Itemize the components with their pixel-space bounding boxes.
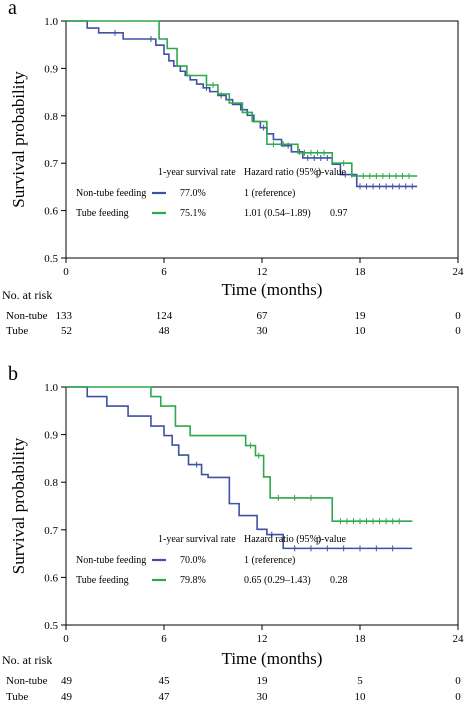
- risk-value: 52: [61, 325, 72, 337]
- legend-rate: 77.0%: [180, 188, 206, 199]
- x-tick-label: 0: [63, 266, 69, 278]
- y-tick-label: 0.5: [44, 620, 58, 632]
- x-tick-label: 6: [161, 266, 167, 278]
- y-tick-label: 0.9: [44, 430, 58, 442]
- panel-a: a 0.5 0.6 0.7 0.8 0.9 1.0 0 6 12 18 24 Survival prob…: [2, 0, 464, 337]
- x-tick-label: 6: [161, 633, 167, 645]
- x-tick-label: 12: [257, 633, 268, 645]
- risk-table-title: No. at risk: [2, 288, 52, 302]
- legend-hr: 1 (reference): [244, 188, 295, 199]
- risk-value: 19: [355, 310, 367, 322]
- risk-value: 124: [156, 310, 173, 322]
- legend: 1-year survival rate Hazard ratio (95%)p-…: [76, 534, 348, 586]
- x-tick-label: 12: [257, 266, 268, 278]
- legend: 1-year survival rate Hazard ratio (95%)p-…: [76, 167, 348, 219]
- x-tick-label: 0: [63, 633, 69, 645]
- risk-row-label: Tube: [6, 325, 28, 337]
- risk-row-label: Tube: [6, 691, 28, 702]
- legend-label: Tube feeding: [76, 575, 129, 586]
- x-axis-label: Time (months): [222, 649, 323, 668]
- y-axis-label: Survival probability: [9, 71, 28, 208]
- risk-row-label: Non-tube: [6, 310, 48, 322]
- risk-value: 5: [357, 675, 363, 687]
- y-tick-label: 1.0: [44, 16, 58, 28]
- legend-header: Hazard ratio (95%): [244, 534, 321, 545]
- risk-value: 45: [159, 675, 171, 687]
- legend-header: p-value: [316, 167, 347, 178]
- y-tick-label: 1.0: [44, 382, 58, 394]
- risk-value: 19: [257, 675, 269, 687]
- y-tick-label: 0.6: [44, 206, 58, 218]
- y-tick-label: 0.8: [44, 111, 58, 123]
- risk-table: No. at risk Non-tube 133 124 67 19 0 Tube 52 48 30…: [2, 288, 461, 337]
- risk-table-title: No. at risk: [2, 653, 52, 667]
- risk-value: 30: [257, 325, 269, 337]
- risk-value: 47: [159, 691, 171, 702]
- x-tick-label: 24: [453, 266, 465, 278]
- risk-table: No. at risk Non-tube 49 45 19 5 0 Tube 49 47 30 10 0: [2, 653, 461, 702]
- legend-p: 0.28: [330, 575, 348, 586]
- legend-hr: 1.01 (0.54–1.89): [244, 208, 311, 219]
- y-tick-label: 0.8: [44, 477, 58, 489]
- legend-rate: 75.1%: [180, 208, 206, 219]
- y-tick-label: 0.7: [44, 525, 58, 537]
- x-tick-label: 18: [355, 633, 367, 645]
- y-tick-label: 0.7: [44, 158, 58, 170]
- legend-label: Non-tube feeding: [76, 555, 146, 566]
- series-line-non-tube: [66, 20, 418, 188]
- legend-header: Hazard ratio (95%): [244, 167, 321, 178]
- panel-letter: b: [8, 363, 18, 385]
- panel-letter: a: [8, 0, 17, 19]
- risk-value: 10: [355, 691, 367, 702]
- series-line-non-tube: [66, 386, 413, 550]
- risk-value: 133: [56, 310, 73, 322]
- y-tick-label: 0.9: [44, 63, 58, 75]
- x-tick-label: 18: [355, 266, 367, 278]
- panel-b: b 0.5 0.6 0.7 0.8 0.9 1.0 0 6 12 18 24 Survival prob…: [2, 363, 464, 702]
- series-line-tube: [66, 20, 418, 177]
- legend-label: Non-tube feeding: [76, 188, 146, 199]
- risk-value: 0: [455, 691, 461, 702]
- risk-row-label: Non-tube: [6, 675, 48, 687]
- y-tick-label: 0.5: [44, 253, 58, 265]
- legend-label: Tube feeding: [76, 208, 129, 219]
- risk-value: 67: [257, 310, 269, 322]
- risk-value: 30: [257, 691, 269, 702]
- risk-value: 10: [355, 325, 367, 337]
- plot-frame: [65, 386, 459, 626]
- series-line-tube: [66, 386, 413, 523]
- legend-hr: 0.65 (0.29–1.43): [244, 575, 311, 586]
- x-axis-label: Time (months): [222, 280, 323, 299]
- legend-header: p-value: [316, 534, 347, 545]
- legend-rate: 79.8%: [180, 575, 206, 586]
- risk-value: 49: [61, 675, 73, 687]
- plot-frame: [65, 20, 459, 259]
- y-axis-label: Survival probability: [9, 437, 28, 574]
- risk-value: 0: [455, 310, 461, 322]
- x-tick-label: 24: [453, 633, 465, 645]
- legend-rate: 70.0%: [180, 555, 206, 566]
- legend-hr: 1 (reference): [244, 555, 295, 566]
- risk-value: 0: [455, 675, 461, 687]
- legend-header: 1-year survival rate: [158, 167, 236, 178]
- risk-value: 0: [455, 325, 461, 337]
- risk-value: 48: [159, 325, 171, 337]
- risk-value: 49: [61, 691, 73, 702]
- legend-header: 1-year survival rate: [158, 534, 236, 545]
- y-tick-label: 0.6: [44, 572, 58, 584]
- legend-p: 0.97: [330, 208, 348, 219]
